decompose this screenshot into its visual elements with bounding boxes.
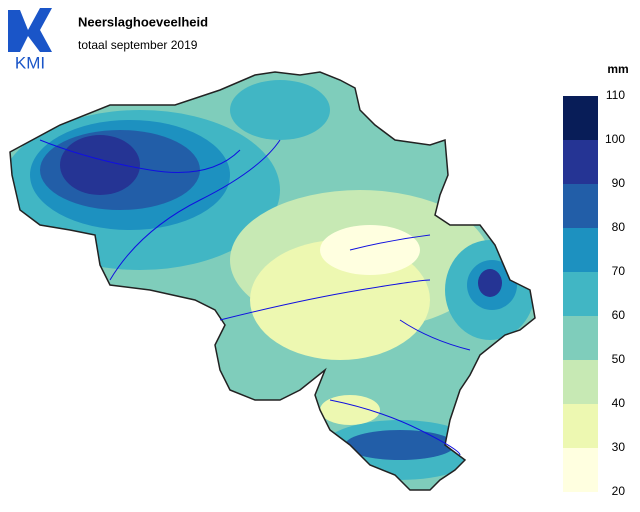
map-zone	[320, 225, 420, 275]
legend-tick-label: 20	[612, 484, 626, 498]
legend-tick-label: 60	[612, 308, 626, 322]
rivers	[39, 139, 471, 456]
map-zone	[345, 430, 455, 460]
legend-tick-label: 50	[612, 352, 626, 366]
logo: KMI	[8, 8, 52, 72]
map-zone	[478, 269, 502, 297]
legend-unit: mm	[607, 62, 628, 76]
map-zone	[60, 135, 140, 195]
legend-swatch	[563, 404, 598, 448]
legend-swatch	[563, 228, 598, 272]
map	[10, 72, 535, 490]
legend-swatch	[563, 360, 598, 404]
legend-swatch	[563, 316, 598, 360]
legend-tick-label: 40	[612, 396, 626, 410]
logo-shape	[8, 8, 52, 52]
legend-swatch	[563, 272, 598, 316]
map-zone	[230, 80, 330, 140]
legend-swatch	[563, 184, 598, 228]
legend-swatch	[563, 96, 598, 140]
legend-swatch	[563, 140, 598, 184]
legend-tick-label: 70	[612, 264, 626, 278]
legend-swatch	[563, 448, 598, 492]
logo-text: KMI	[15, 53, 45, 72]
legend-tick-label: 100	[605, 132, 625, 146]
title: Neerslaghoeveelheid	[78, 14, 208, 29]
map-zone	[320, 395, 380, 425]
legend-tick-label: 90	[612, 176, 626, 190]
legend-tick-label: 30	[612, 440, 626, 454]
legend: 20 30 40 50 60 70 80 90 100 110	[563, 88, 625, 498]
legend-tick-label: 110	[606, 88, 625, 102]
legend-tick-label: 80	[612, 220, 626, 234]
subtitle: totaal september 2019	[78, 38, 198, 52]
